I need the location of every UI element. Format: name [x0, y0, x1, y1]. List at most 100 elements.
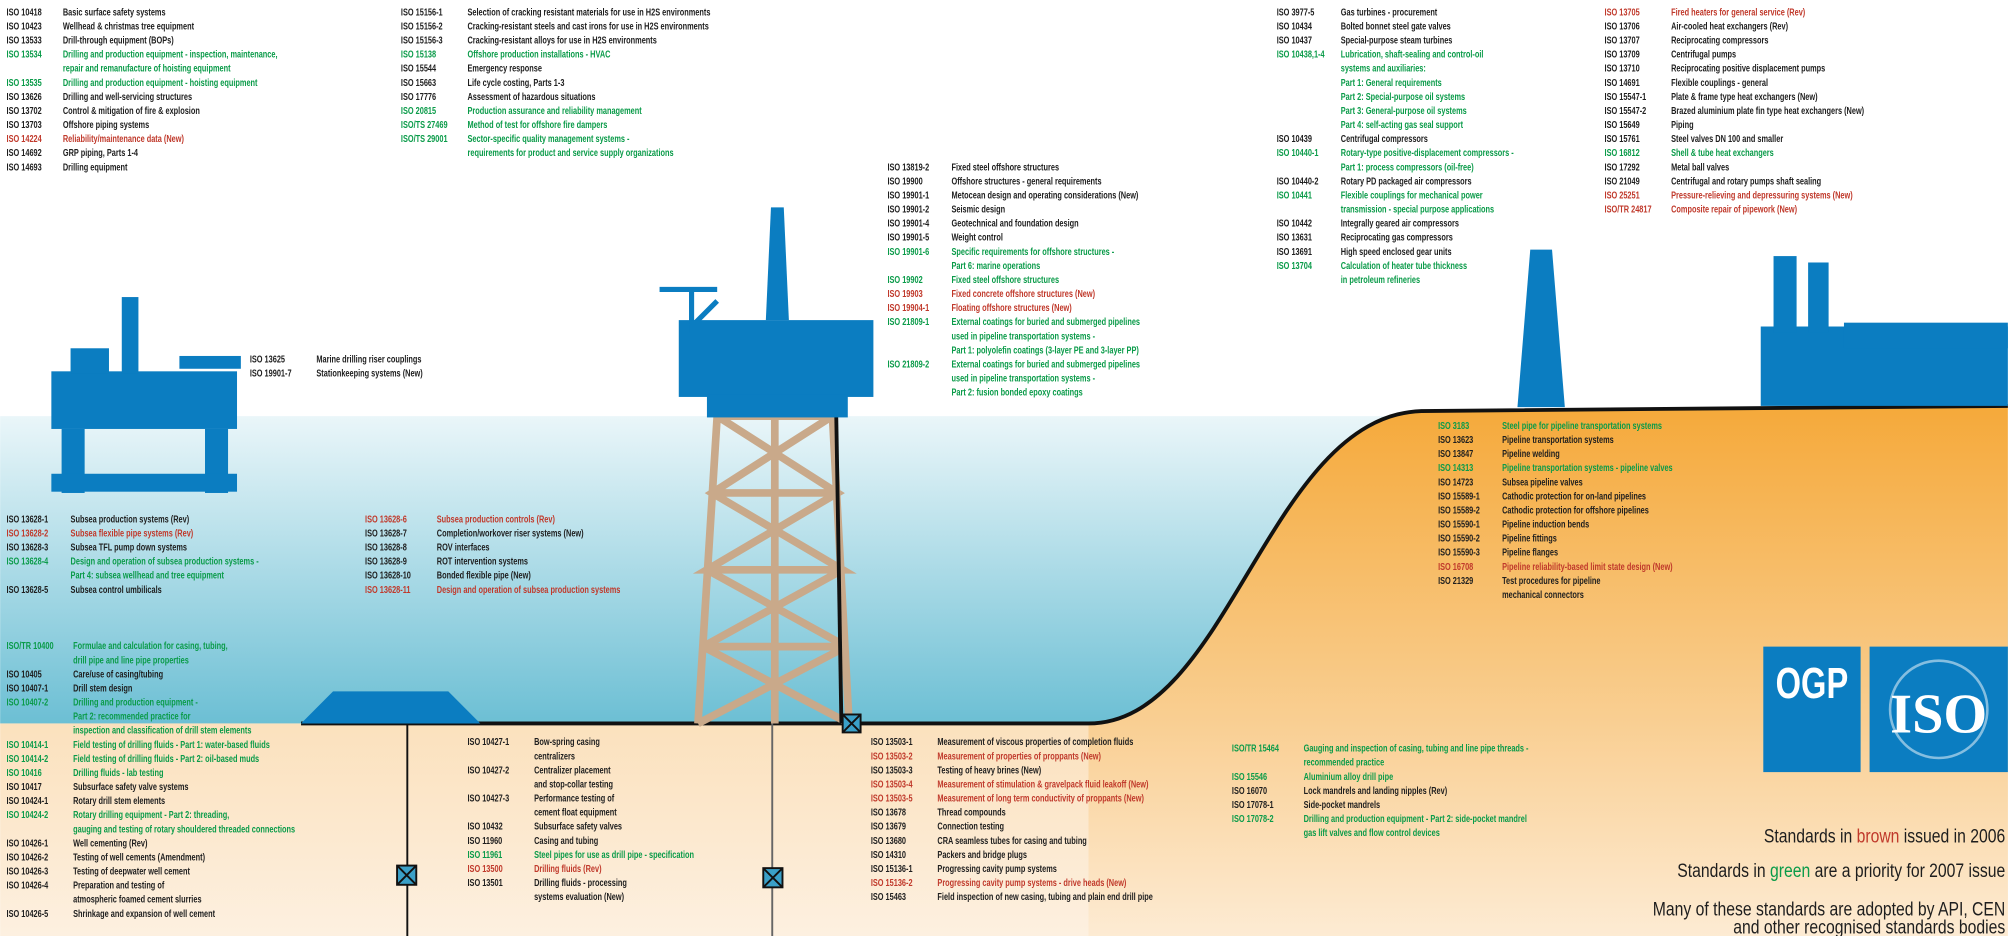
standard-code: ISO/TS 29001 [401, 133, 448, 144]
standard-code: ISO 13534 [7, 48, 42, 59]
standard-title: Drill-through equipment (BOPs) [63, 34, 174, 45]
standard-title: External coatings for buried and submerg… [952, 316, 1141, 327]
standard-title: High speed enclosed gear units [1341, 246, 1452, 257]
standard-code: ISO 14691 [1605, 77, 1640, 88]
logo-text: ISO [1890, 683, 1987, 745]
standard-code: ISO 14723 [1438, 476, 1473, 487]
standard-code: ISO 10437 [1277, 34, 1312, 45]
standard-title: cement float equipment [534, 806, 617, 817]
standard-title: Part 1: process compressors (oil-free) [1341, 161, 1474, 172]
standard-title: Drilling and production equipment - hois… [63, 77, 258, 88]
standard-code: ISO 13503-4 [871, 778, 913, 789]
jacket-platform [659, 207, 874, 727]
standard-title: Part 2: fusion bonded epoxy coatings [952, 386, 1083, 397]
standard-code: ISO 13847 [1438, 448, 1473, 459]
standard-title: Lock mandrels and landing nipples (Rev) [1304, 785, 1448, 796]
standard-title: Metocean design and operating considerat… [952, 189, 1139, 200]
standard-code: ISO 10424-2 [7, 809, 49, 820]
standard-title: Performance testing of [534, 792, 614, 803]
standard-code: ISO 17078-2 [1232, 813, 1274, 824]
wells [396, 713, 862, 936]
standard-title: Measurement of viscous properties of com… [937, 736, 1133, 747]
standard-code: ISO 14310 [871, 849, 906, 860]
standard-title: Reliability/maintenance data (New) [63, 133, 184, 144]
standard-title: Steel valves DN 100 and smaller [1671, 133, 1784, 144]
standard-code: ISO 19901-5 [887, 232, 929, 243]
standards-group: ISO 13705 Fired heaters for general servi… [1605, 6, 1865, 215]
standard-title: Centrifugal and rotary pumps shaft seali… [1671, 175, 1821, 186]
standard-title: Design and operation of subsea productio… [71, 555, 259, 566]
legend-text: are a priority for 2007 issue [1810, 860, 2005, 882]
standard-title: Bonded flexible pipe (New) [437, 570, 531, 581]
standards-group: ISO 13628-6 Subsea production controls (R… [365, 513, 620, 595]
standard-code: ISO 17776 [401, 91, 436, 102]
legend-text: and other recognised standards bodies [1733, 916, 2005, 936]
standard-title: Basic surface safety systems [63, 6, 166, 17]
standard-code: ISO 13628-2 [7, 527, 49, 538]
standard-code: ISO 13819-2 [887, 161, 929, 172]
standard-code: ISO 16812 [1605, 147, 1640, 158]
standard-code: ISO 15156-3 [401, 34, 443, 45]
standard-title: Seismic design [952, 203, 1006, 214]
refinery [1517, 249, 2008, 408]
standard-title: Subsea TFL pump down systems [71, 541, 187, 552]
standard-code: ISO 13631 [1277, 232, 1312, 243]
standard-title: Geotechnical and foundation design [952, 217, 1079, 228]
standard-title: systems evaluation (New) [534, 891, 624, 902]
standard-title: Field testing of drilling fluids - Part … [73, 739, 270, 750]
standard-code: ISO 13503-3 [871, 764, 913, 775]
standard-code: ISO 14313 [1438, 462, 1473, 473]
standard-title: Integrally geared air compressors [1341, 217, 1459, 228]
legend-text: Many of these standards are adopted by A… [1653, 898, 2005, 920]
standard-title: Subsea production systems (Rev) [71, 513, 190, 524]
scene [0, 207, 2008, 936]
standard-title: Shell & tube heat exchangers [1671, 147, 1774, 158]
standard-title: GRP piping, Parts 1-4 [63, 147, 138, 158]
legend-text: brown [1857, 825, 1900, 847]
standard-title: Shrinkage and expansion of well cement [73, 908, 215, 919]
standard-code: ISO 10427-2 [467, 764, 509, 775]
standard-title: Metal ball valves [1671, 161, 1729, 172]
standard-code: ISO 21809-1 [887, 316, 929, 327]
standard-code: ISO 10426-4 [7, 879, 49, 890]
standard-code: ISO 10440-1 [1277, 147, 1319, 158]
standard-title: Fixed steel offshore structures [952, 274, 1060, 285]
standard-code: ISO 10417 [7, 781, 42, 792]
standard-title: Emergency response [467, 63, 541, 74]
legend-text: issued in 2006 [1899, 825, 2005, 847]
standard-title: Flexible couplings for mechanical power [1341, 189, 1483, 200]
standard-title: Drilling fluids - processing [534, 877, 627, 888]
standard-title: Field inspection of new casing, tubing a… [937, 891, 1153, 902]
standard-title: Part 2: recommended practice for [73, 710, 191, 721]
standard-title: Lubrication, shaft-sealing and control-o… [1341, 48, 1484, 59]
standard-code: ISO 13706 [1605, 20, 1640, 31]
standard-title: CRA seamless tubes for casing and tubing [937, 835, 1086, 846]
standard-code: ISO/TR 15464 [1232, 742, 1279, 753]
standard-title: Pipeline reliability-based limit state d… [1502, 561, 1673, 572]
standard-title: Offshore piping systems [63, 119, 149, 130]
standards-group: ISO 13503-1 Measurement of viscous proper… [871, 736, 1153, 902]
standard-code: ISO 13501 [467, 877, 502, 888]
standard-title: Fixed concrete offshore structures (New) [952, 288, 1096, 299]
standard-code: ISO 10426-3 [7, 865, 49, 876]
standard-title: Special-purpose steam turbines [1341, 34, 1453, 45]
standard-title: Production assurance and reliability man… [467, 105, 641, 116]
standard-title: Well cementing (Rev) [73, 837, 147, 848]
standard-code: ISO 14692 [7, 147, 42, 158]
standard-code: ISO 16708 [1438, 561, 1473, 572]
standard-code: ISO 15590-1 [1438, 518, 1480, 529]
standard-title: Pipeline transportation systems [1502, 434, 1614, 445]
standard-code: ISO 15463 [871, 891, 906, 902]
standard-title: Sector-specific quality management syste… [467, 133, 629, 144]
ogp-logo [1763, 646, 1861, 773]
standard-title: Subsea pipeline valves [1502, 476, 1583, 487]
standard-code: ISO 19904-1 [887, 302, 929, 313]
standard-title: Test procedures for pipeline [1502, 575, 1600, 586]
standard-title: Reciprocating gas compressors [1341, 232, 1453, 243]
standard-title: mechanical connectors [1502, 589, 1584, 600]
standard-code: ISO 20815 [401, 105, 436, 116]
standard-code: ISO 19901-4 [887, 217, 929, 228]
standard-code: ISO 13503-2 [871, 750, 913, 761]
standard-title: Progressing cavity pump systems - drive … [937, 877, 1126, 888]
